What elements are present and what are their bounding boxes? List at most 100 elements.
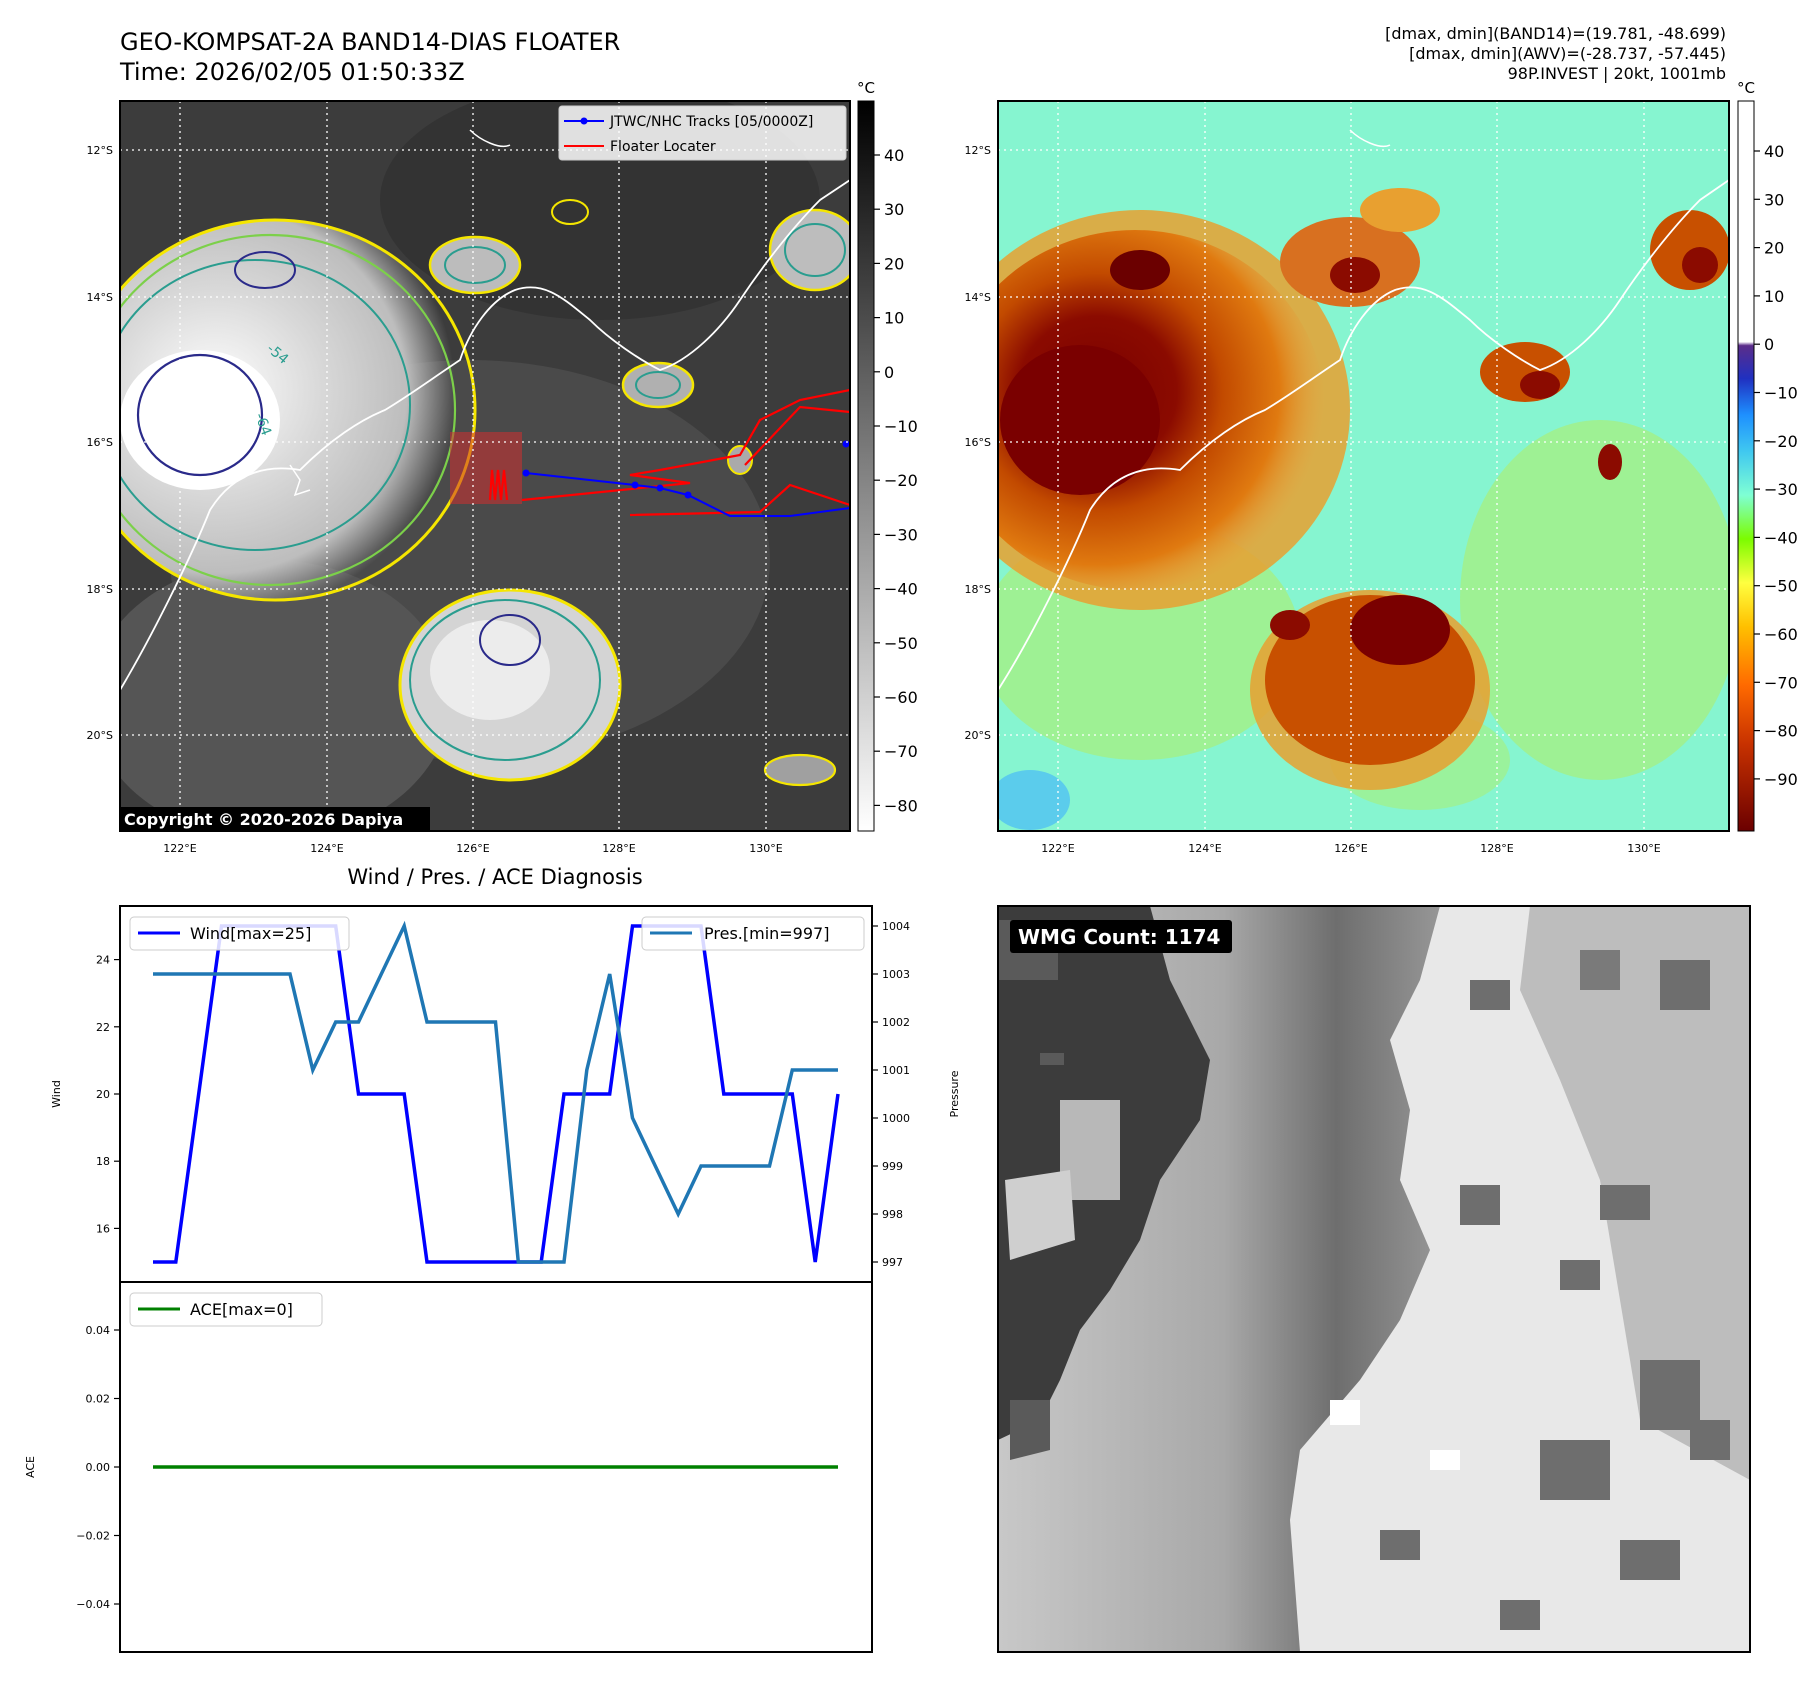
awv-imagery bbox=[998, 101, 1729, 831]
ir-colorbar: °C 40 30 20 10 0 −10 −20 −30 −40 −50 −60 −70 −80 bbox=[857, 79, 918, 832]
ir-map-panel: -54 -64 bbox=[87, 79, 918, 855]
awv-colorbar-tick: −80 bbox=[1764, 722, 1798, 741]
wmg-panel: WMG Count: 1174 bbox=[997, 905, 1751, 1653]
wind-tick-label: 16 bbox=[96, 1222, 110, 1235]
lat-label: 20°S bbox=[87, 729, 113, 742]
lon-label: 130°E bbox=[749, 842, 782, 855]
lat-label: 14°S bbox=[965, 291, 991, 304]
ir-colorbar-tick: 30 bbox=[884, 200, 904, 219]
awv-lat-labels: 12°S 14°S 16°S 18°S 20°S bbox=[965, 144, 991, 742]
ace-legend-label: ACE[max=0] bbox=[190, 1300, 293, 1319]
ir-gridlines bbox=[120, 101, 850, 831]
ace-tick-label: −0.02 bbox=[76, 1530, 110, 1543]
header: GEO-KOMPSAT-2A BAND14-DIAS FLOATER Time:… bbox=[119, 24, 1726, 86]
ace-legend: ACE[max=0] bbox=[129, 1292, 323, 1327]
figure-title: GEO-KOMPSAT-2A BAND14-DIAS FLOATER bbox=[120, 28, 620, 56]
lat-label: 16°S bbox=[965, 436, 991, 449]
floater-box bbox=[450, 432, 522, 504]
awv-gridlines bbox=[998, 101, 1729, 831]
ir-lat-labels: 12°S 14°S 16°S 18°S 20°S bbox=[87, 144, 113, 742]
ir-colorbar-tick: 10 bbox=[884, 309, 904, 328]
pressure-tick-label: 999 bbox=[882, 1160, 903, 1173]
awv-colorbar-tick: −70 bbox=[1764, 673, 1798, 692]
awv-colorbar-tick: −10 bbox=[1764, 384, 1798, 403]
wmg-count-label: WMG Count: 1174 bbox=[1018, 925, 1220, 949]
lat-label: 20°S bbox=[965, 729, 991, 742]
ir-colorbar-tick: −70 bbox=[884, 742, 918, 761]
wmg-count-badge bbox=[1010, 920, 1232, 953]
pressure-legend: Pres.[min=997] bbox=[641, 916, 865, 951]
map-legend: JTWC/NHC Tracks [05/0000Z] Floater Locat… bbox=[558, 105, 847, 161]
lat-label: 18°S bbox=[87, 583, 113, 596]
lon-label: 122°E bbox=[1041, 842, 1074, 855]
ace-tick-label: 0.00 bbox=[86, 1461, 111, 1474]
pressure-tick-label: 997 bbox=[882, 1256, 903, 1269]
coastline bbox=[998, 179, 1729, 691]
wind-tick-label: 20 bbox=[96, 1088, 110, 1101]
legend-tracks-label: JTWC/NHC Tracks [05/0000Z] bbox=[609, 114, 813, 130]
pressure-series-line bbox=[153, 920, 838, 1264]
ir-colorbar-tick: 40 bbox=[884, 146, 904, 165]
ir-map-frame bbox=[119, 100, 851, 832]
pressure-legend-label: Pres.[min=997] bbox=[704, 924, 829, 943]
awv-colorbar-tick: −50 bbox=[1764, 577, 1798, 596]
wind-tick-label: 18 bbox=[96, 1155, 110, 1168]
awv-colorbar-unit: °C bbox=[1737, 79, 1755, 97]
timestamp: Time: 2026/02/05 01:50:33Z bbox=[119, 58, 465, 86]
copyright-text: Copyright © 2020-2026 Dapiya bbox=[124, 810, 403, 829]
wmg-frame bbox=[997, 905, 1751, 1653]
awv-colorbar-tick: −40 bbox=[1764, 528, 1798, 547]
pressure-tick-label: 1000 bbox=[882, 1112, 910, 1125]
ace-axis-label: ACE bbox=[24, 1456, 37, 1478]
coastline bbox=[120, 179, 850, 691]
awv-colorbar-tick: 20 bbox=[1764, 239, 1784, 258]
ace-tick-label: −0.04 bbox=[76, 1598, 110, 1611]
ir-colorbar-unit: °C bbox=[857, 79, 875, 97]
lon-label: 128°E bbox=[602, 842, 635, 855]
legend-floater-label: Floater Locater bbox=[610, 139, 716, 155]
awv-stats: [dmax, dmin](AWV)=(-28.737, -57.445) bbox=[1409, 44, 1726, 63]
awv-colorbar-tick: −30 bbox=[1764, 480, 1798, 499]
storm-info: 98P.INVEST | 20kt, 1001mb bbox=[1508, 64, 1726, 83]
pressure-y-axis: 997 998 999 1000 1001 1002 1003 1004 bbox=[872, 920, 910, 1269]
wind-tick-label: 24 bbox=[96, 954, 110, 967]
wind-legend-label: Wind[max=25] bbox=[190, 924, 311, 943]
lat-label: 18°S bbox=[965, 583, 991, 596]
ir-colorbar-tick: −20 bbox=[884, 471, 918, 490]
ir-colorbar-tick: −30 bbox=[884, 525, 918, 544]
awv-colorbar-tick: −20 bbox=[1764, 432, 1798, 451]
pressure-axis-label: Pressure bbox=[948, 1070, 961, 1117]
ir-lon-labels: 122°E 124°E 126°E 128°E 130°E bbox=[163, 842, 782, 855]
awv-colorbar: °C 40 30 20 10 0 −10 −20 −30 −40 −50 −60 −70 −80 −90 bbox=[1737, 79, 1798, 832]
lon-label: 124°E bbox=[1188, 842, 1221, 855]
awv-colorbar-tick: 10 bbox=[1764, 287, 1784, 306]
lon-label: 126°E bbox=[456, 842, 489, 855]
awv-lon-labels: 122°E 124°E 126°E 128°E 130°E bbox=[1041, 842, 1660, 855]
floater-locater-track bbox=[488, 388, 850, 517]
ir-colorbar-tick: −50 bbox=[884, 634, 918, 653]
awv-map-frame bbox=[997, 100, 1730, 832]
pressure-tick-label: 998 bbox=[882, 1208, 903, 1221]
awv-colorbar-tick: 40 bbox=[1764, 142, 1784, 161]
ir-colorbar-tick: −60 bbox=[884, 688, 918, 707]
lon-label: 122°E bbox=[163, 842, 196, 855]
awv-colorbar-tick: 30 bbox=[1764, 190, 1784, 209]
ir-colorbar-tick: 0 bbox=[884, 363, 894, 382]
lon-label: 124°E bbox=[310, 842, 343, 855]
ir-imagery: -54 -64 bbox=[120, 101, 850, 831]
ir-colorbar-tick: −40 bbox=[884, 580, 918, 599]
ir-colorbar-tick: −10 bbox=[884, 417, 918, 436]
wind-tick-label: 22 bbox=[96, 1021, 110, 1034]
ace-y-axis: 0.04 0.02 0.00 −0.02 −0.04 bbox=[76, 1324, 120, 1611]
lat-label: 16°S bbox=[87, 436, 113, 449]
lat-label: 12°S bbox=[87, 144, 113, 157]
contour-label-64: -64 bbox=[251, 411, 274, 438]
diagnosis-panel: Wind / Pres. / ACE Diagnosis 1618202224 … bbox=[24, 865, 961, 1653]
copyright-badge bbox=[120, 807, 430, 831]
awv-colorbar-tick: −60 bbox=[1764, 625, 1798, 644]
pressure-tick-label: 1002 bbox=[882, 1016, 910, 1029]
awv-colorbar-tick: 0 bbox=[1764, 335, 1774, 354]
wmg-imagery bbox=[998, 906, 1750, 1652]
lat-label: 12°S bbox=[965, 144, 991, 157]
